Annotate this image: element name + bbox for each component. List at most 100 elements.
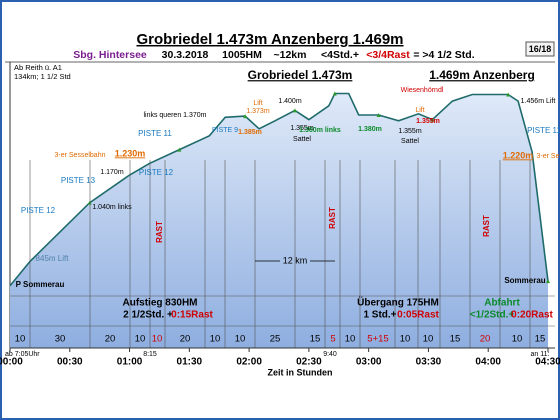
annotation: 845m Lift bbox=[36, 254, 70, 263]
annotation: P Sommerau bbox=[16, 280, 65, 289]
annotation: RAST bbox=[482, 215, 491, 237]
annotation: 1.355m bbox=[416, 118, 440, 125]
subtitle-part: 1005HM bbox=[222, 49, 262, 61]
x-tick-label: 00:00 bbox=[0, 357, 23, 368]
annotation: Sattel bbox=[401, 138, 419, 145]
tree bbox=[430, 117, 435, 122]
annotation: 9:40 bbox=[323, 351, 337, 358]
annotation: 1.230m bbox=[115, 148, 146, 158]
annotation: links queren 1.370m bbox=[143, 112, 206, 119]
subtitle-part: ~12km bbox=[274, 49, 307, 61]
annotation: PISTE 12 bbox=[21, 206, 56, 215]
annotation: PISTE 12 bbox=[139, 168, 174, 177]
annotation: Ab Reith ü. A1 bbox=[14, 63, 62, 72]
annotation: Sommerau bbox=[504, 276, 545, 285]
segment-duration: 10 bbox=[235, 334, 246, 345]
annotation: 1 Std.+ bbox=[363, 310, 396, 321]
x-tick-label: 02:30 bbox=[296, 357, 322, 368]
subtitle-part: <3/4Rast bbox=[366, 49, 410, 61]
tree bbox=[546, 279, 550, 284]
annotation: 1.456m Lift bbox=[521, 98, 556, 105]
x-axis-label: Zeit in Stunden bbox=[268, 367, 333, 377]
x-tick-label: 01:00 bbox=[117, 357, 143, 368]
annotation: 1.400m bbox=[278, 98, 302, 105]
annotation: 12 km bbox=[283, 255, 308, 265]
annotation: ab 7:05Uhr bbox=[5, 351, 40, 358]
annotation: 1.469m Anzenberg bbox=[429, 68, 535, 82]
segment-duration: 10 bbox=[400, 334, 411, 345]
annotation: 8:15 bbox=[143, 351, 157, 358]
annotation: 1.170m bbox=[100, 169, 124, 176]
segment-duration: 10 bbox=[152, 334, 163, 345]
annotation: 0:15Rast bbox=[171, 310, 213, 321]
annotation: 1.355m bbox=[290, 125, 314, 132]
segment-duration: 20 bbox=[480, 334, 491, 345]
x-tick-label: 00:30 bbox=[57, 357, 83, 368]
annotation: 1.380m bbox=[358, 126, 382, 133]
tree bbox=[332, 91, 337, 96]
segment-duration: 5+15 bbox=[367, 334, 388, 345]
x-tick-label: 01:30 bbox=[177, 357, 203, 368]
profile-line bbox=[9, 92, 549, 287]
segment-duration: 5 bbox=[330, 334, 335, 345]
annotation: 3-er Se bbox=[537, 153, 560, 160]
segment-duration: 15 bbox=[535, 334, 546, 345]
annotation: Abfahrt bbox=[484, 298, 520, 309]
subtitle-part: = >4 1/2 Std. bbox=[413, 49, 474, 61]
annotation: 134km; 1 1/2 Std bbox=[14, 72, 71, 81]
annotation: an 11: bbox=[531, 351, 550, 358]
area-fill bbox=[10, 93, 548, 348]
segment-duration: 10 bbox=[345, 334, 356, 345]
subtitle-part: 30.3.2018 bbox=[162, 49, 209, 61]
chart-title: Grobriedel 1.473m Anzenberg 1.469m bbox=[136, 31, 403, 48]
tree bbox=[177, 147, 182, 152]
tree bbox=[506, 92, 511, 97]
annotation: 0:05Rast bbox=[397, 310, 439, 321]
annotation: Lift bbox=[253, 100, 262, 107]
annotation: RAST bbox=[328, 207, 337, 229]
subtitle-part: Sbg. Hintersee bbox=[73, 49, 147, 61]
x-tick-label: 03:30 bbox=[416, 357, 442, 368]
annotation: Lift bbox=[415, 107, 424, 114]
x-tick-label: 04:30 bbox=[535, 357, 560, 368]
annotation: PISTE 11 bbox=[527, 126, 560, 135]
segment-duration: 10 bbox=[423, 334, 434, 345]
x-tick-label: 02:00 bbox=[236, 357, 262, 368]
annotation: Sattel bbox=[293, 136, 311, 143]
segment-duration: 20 bbox=[105, 334, 116, 345]
x-tick-label: 03:00 bbox=[356, 357, 382, 368]
annotation: <1/2Std.+ bbox=[470, 310, 515, 321]
annotation: RAST bbox=[155, 221, 164, 243]
annotation: Grobriedel 1.473m bbox=[248, 68, 353, 82]
annotation: 1.373m bbox=[246, 108, 270, 115]
page-box bbox=[525, 41, 555, 57]
page-number: 16/18 bbox=[529, 44, 552, 54]
annotation: 1.355m bbox=[398, 128, 422, 135]
annotation: 2 1/2Std. + bbox=[123, 310, 173, 321]
segment-duration: 10 bbox=[15, 334, 26, 345]
x-tick-label: 04:00 bbox=[475, 357, 501, 368]
annotation: PISTE 13 bbox=[61, 176, 96, 185]
annotation: 1.040m links bbox=[92, 204, 132, 211]
annotation: PISTE 11 bbox=[138, 129, 172, 138]
subtitle-part: <4Std.+ bbox=[321, 49, 359, 61]
annotation: 1.360m links bbox=[299, 127, 341, 134]
annotation: 1.220m bbox=[503, 150, 534, 160]
tree bbox=[292, 108, 297, 113]
annotation: Übergang 175HM bbox=[357, 296, 439, 309]
tree bbox=[376, 112, 381, 117]
segment-duration: 15 bbox=[310, 334, 321, 345]
annotation: Aufstieg 830HM bbox=[122, 298, 197, 309]
annotation: 1.385m bbox=[238, 129, 262, 136]
segment-duration: 10 bbox=[210, 334, 221, 345]
segment-duration: 25 bbox=[270, 334, 281, 345]
segment-duration: 15 bbox=[450, 334, 461, 345]
annotation: 3-er Sesselbahn bbox=[55, 152, 106, 159]
annotation: 0:20Rast bbox=[511, 310, 553, 321]
segment-duration: 30 bbox=[55, 334, 66, 345]
segment-duration: 10 bbox=[135, 334, 146, 345]
tree bbox=[243, 114, 248, 119]
segment-duration: 20 bbox=[180, 334, 191, 345]
annotation: PISTE 9 bbox=[212, 127, 238, 134]
